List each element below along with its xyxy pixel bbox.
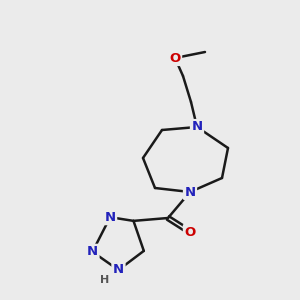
Text: N: N [113, 263, 124, 277]
Text: N: N [184, 185, 196, 199]
Text: O: O [169, 52, 181, 64]
Text: N: N [87, 245, 98, 258]
Text: O: O [184, 226, 196, 238]
Text: H: H [100, 275, 109, 285]
Text: N: N [104, 211, 116, 224]
Text: N: N [191, 121, 203, 134]
